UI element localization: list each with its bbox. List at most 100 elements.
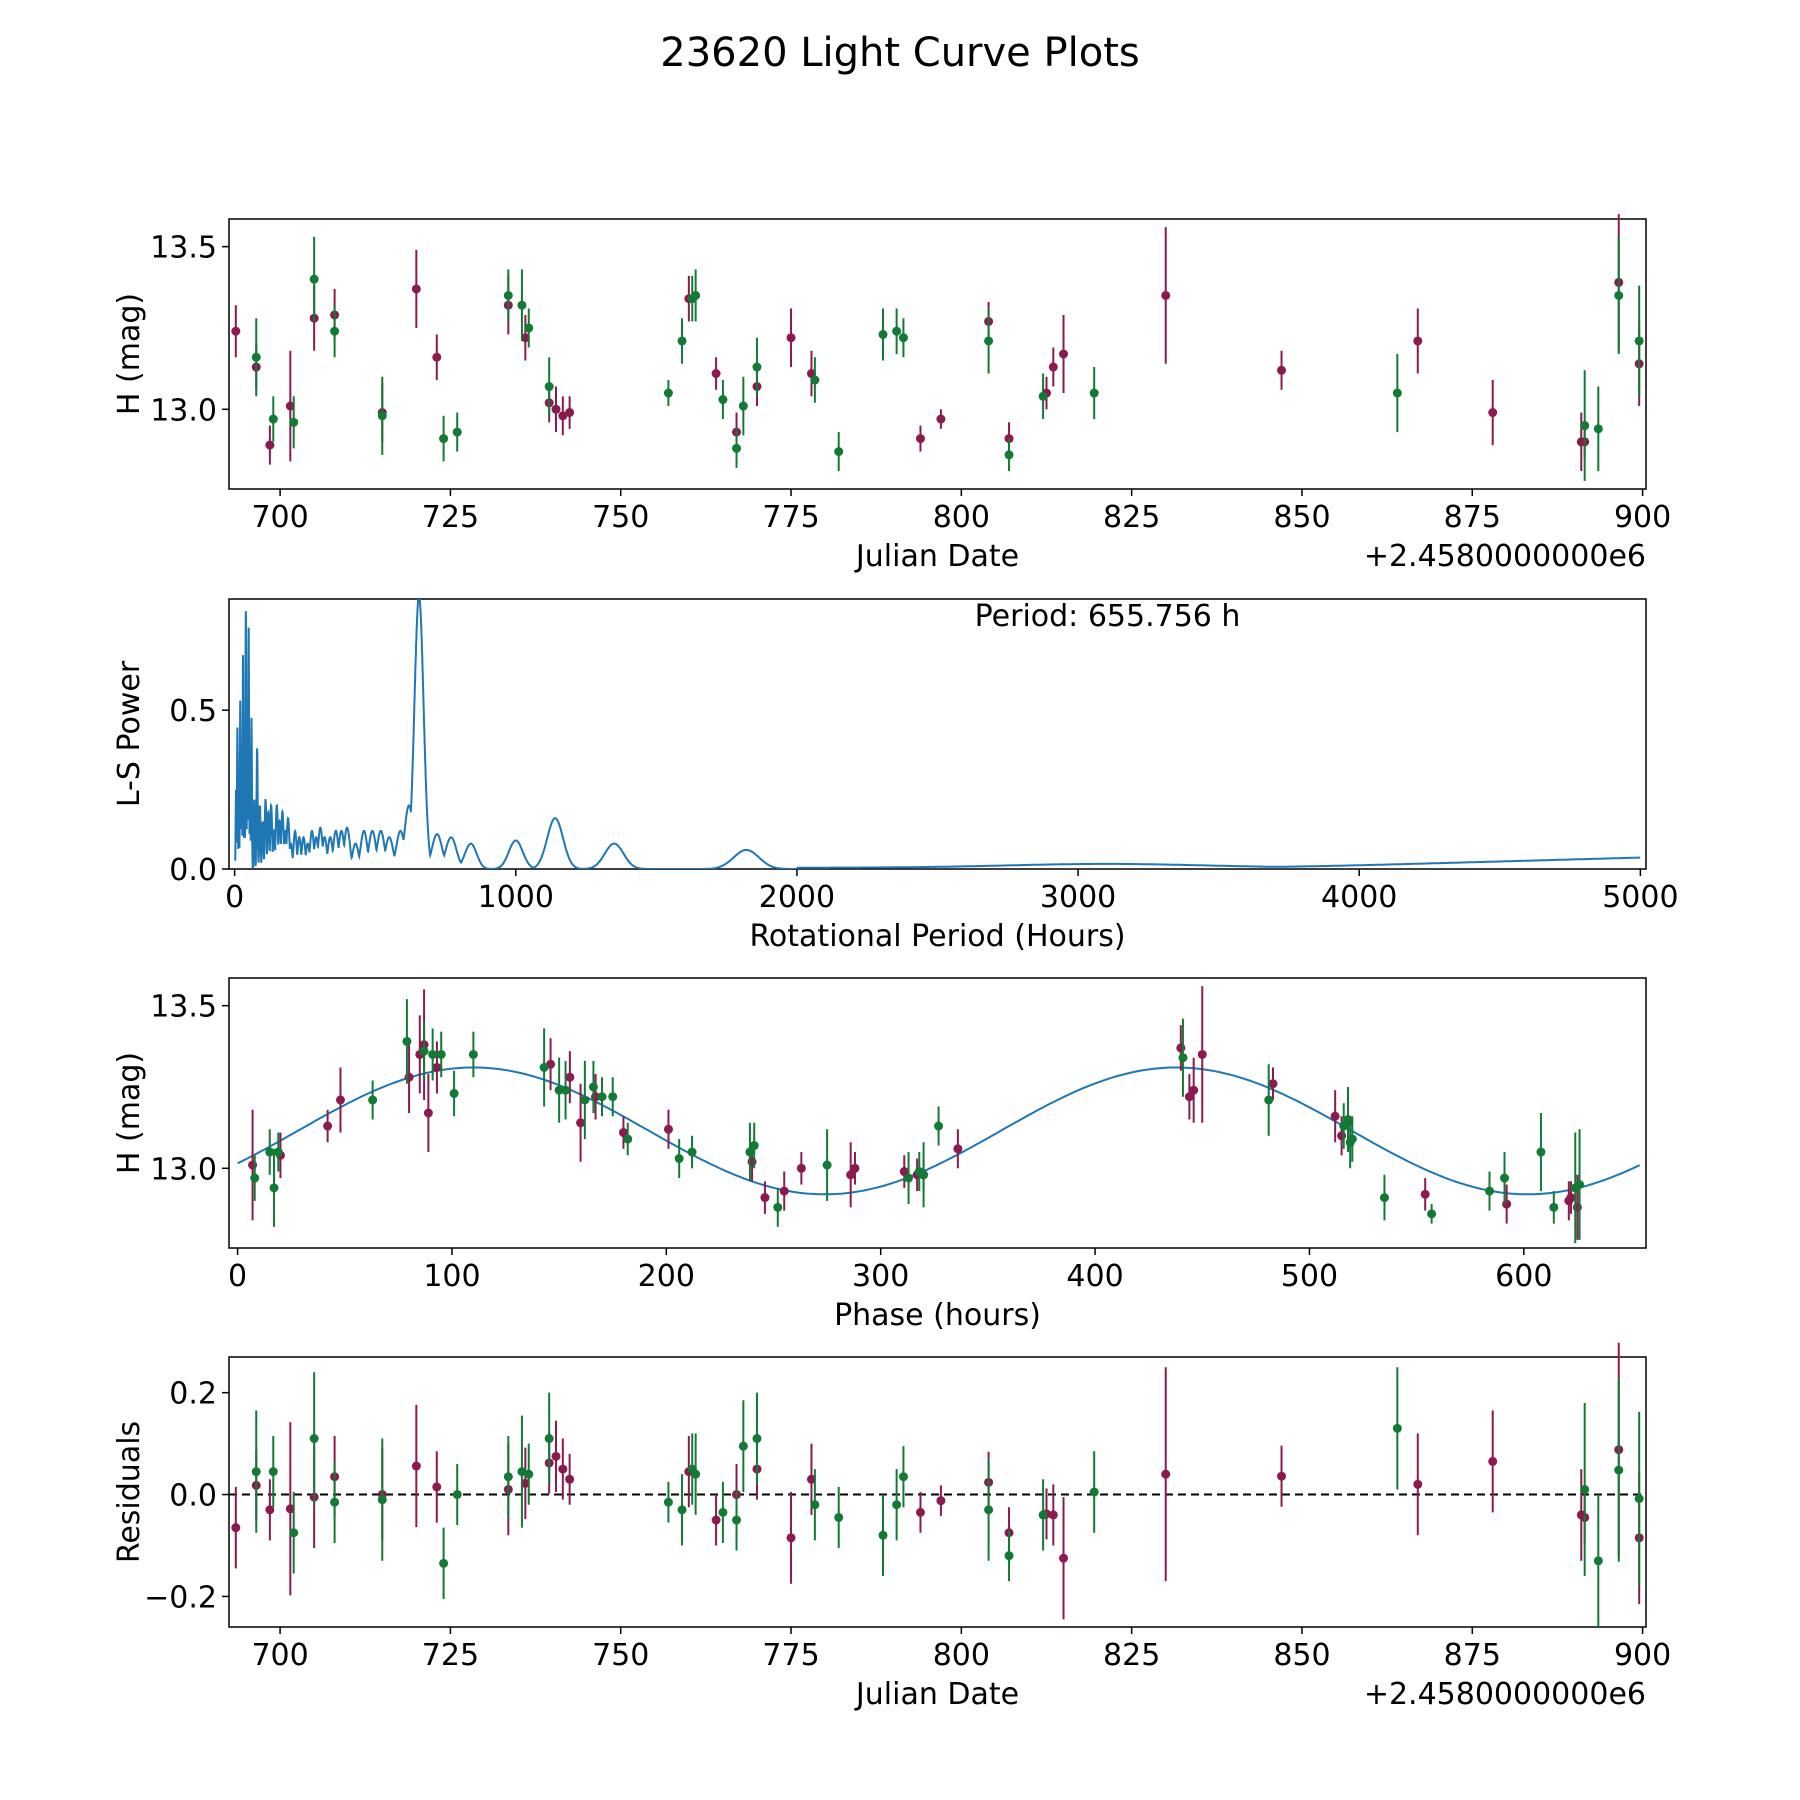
x-axis-label: Julian Date (854, 539, 1019, 574)
data-point (273, 1147, 283, 1157)
x-tick-label: 3000 (1040, 880, 1116, 915)
y-axis-label: H (mag) (112, 293, 147, 415)
data-point (663, 1497, 673, 1507)
data-point (1347, 1134, 1357, 1144)
data-point (402, 1036, 412, 1046)
data-point (265, 1505, 275, 1515)
data-point (432, 352, 442, 362)
data-point (618, 1128, 628, 1138)
data-point (796, 1163, 806, 1173)
x-tick-label: 875 (1444, 1638, 1501, 1673)
series-filter-a (248, 986, 1582, 1240)
x-tick-label: 0 (225, 880, 244, 915)
data-point (1566, 1193, 1576, 1203)
data-point (677, 1505, 687, 1515)
data-point (846, 1170, 856, 1180)
data-point (1189, 1085, 1199, 1095)
data-point (503, 290, 513, 300)
data-point (1004, 1551, 1014, 1561)
data-point (269, 1183, 279, 1193)
data-point (1614, 290, 1624, 300)
data-point (423, 1108, 433, 1118)
x-tick-label: 825 (1103, 500, 1160, 535)
data-point (1634, 336, 1644, 346)
data-point (1337, 1131, 1347, 1141)
data-point (878, 329, 888, 339)
data-point (810, 375, 820, 385)
data-point (544, 382, 554, 392)
x-tick-label: 750 (592, 1638, 649, 1673)
y-tick-label: 0.2 (169, 1377, 217, 1412)
data-point (368, 1095, 378, 1105)
data-point (745, 1147, 755, 1157)
data-point (1089, 388, 1099, 398)
data-point (377, 411, 387, 421)
y-tick-label: −0.2 (144, 1580, 217, 1615)
panel-light-curve: 700 725 750 775 800 825 850 875 900 13.0 13.5 Julia… (112, 214, 1671, 574)
periodogram-line (234, 599, 1641, 869)
x-axis-label: Julian Date (854, 1677, 1019, 1712)
series-filter-b (250, 999, 1585, 1244)
data-point (1536, 1147, 1546, 1157)
x-tick-label: 4000 (1321, 880, 1397, 915)
data-point (436, 1049, 446, 1059)
y-axis-label: Residuals (112, 1421, 147, 1563)
data-point (452, 1490, 462, 1500)
data-point (953, 1144, 963, 1154)
x-tick-label: 300 (852, 1259, 909, 1294)
data-point (732, 443, 742, 453)
data-point (663, 388, 673, 398)
data-point (517, 300, 527, 310)
data-point (738, 401, 748, 411)
x-tick-label: 850 (1273, 500, 1330, 535)
data-point (580, 1095, 590, 1105)
data-point (822, 1160, 832, 1170)
data-point (904, 1173, 914, 1183)
data-point (565, 1072, 575, 1082)
data-point (1184, 1092, 1194, 1102)
x-tick-label: 400 (1066, 1259, 1123, 1294)
data-point (468, 1049, 478, 1059)
data-point (608, 1092, 618, 1102)
x-tick-label: 900 (1614, 500, 1671, 535)
data-point (1485, 1186, 1495, 1196)
data-point (1048, 1510, 1058, 1520)
data-point (265, 440, 275, 450)
x-offset-label: +2.4580000000e6 (1364, 539, 1646, 574)
data-point (404, 1072, 414, 1082)
x-tick-label: 500 (1281, 1259, 1338, 1294)
data-point (850, 1163, 860, 1173)
y-tick-label: 13.5 (150, 990, 217, 1025)
x-tick-label: 700 (251, 500, 308, 535)
data-point (377, 1495, 387, 1505)
x-tick-label: 700 (251, 1638, 308, 1673)
y-tick-label: 0.0 (169, 1479, 217, 1514)
data-point (1502, 1199, 1512, 1209)
data-point (1420, 1189, 1430, 1199)
data-point (1161, 290, 1171, 300)
x-tick-label: 800 (933, 1638, 990, 1673)
data-point (718, 395, 728, 405)
data-point (898, 1472, 908, 1482)
data-point (1330, 1111, 1340, 1121)
data-point (1392, 1423, 1402, 1433)
data-point (330, 1497, 340, 1507)
x-tick-label: 0 (228, 1259, 247, 1294)
x-tick-label: 875 (1444, 500, 1501, 535)
data-point (738, 1441, 748, 1451)
data-point (1176, 1043, 1186, 1053)
data-point (760, 1193, 770, 1203)
data-point (432, 1062, 442, 1072)
data-point (915, 1507, 925, 1517)
data-point (1614, 1465, 1624, 1475)
data-point (1572, 1202, 1582, 1212)
data-point (558, 411, 568, 421)
data-point (1277, 365, 1287, 375)
data-point (691, 1469, 701, 1479)
data-point (1178, 1053, 1188, 1063)
data-point (231, 326, 241, 336)
data-point (1549, 1202, 1559, 1212)
data-point (558, 1464, 568, 1474)
series-filter-b (251, 1367, 1644, 1627)
data-point (449, 1088, 459, 1098)
